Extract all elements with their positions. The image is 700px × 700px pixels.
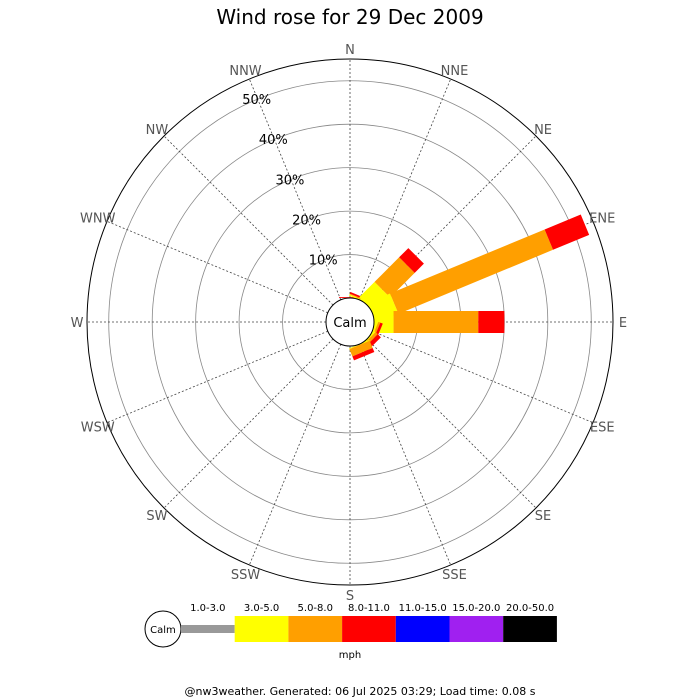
outer-ring <box>86 58 614 586</box>
direction-label-wsw: WSW <box>81 420 115 435</box>
bar-e-bin-3 <box>478 311 505 333</box>
direction-label-wnw: WNW <box>80 212 116 227</box>
calm-label: Calm <box>333 316 366 331</box>
direction-label-w: W <box>71 316 84 331</box>
direction-label-nnw: NNW <box>229 64 261 79</box>
percent-label: 20% <box>292 214 321 229</box>
direction-label-n: N <box>345 43 355 58</box>
legend-units: mph <box>339 650 361 661</box>
bar-ene-bin-3 <box>544 214 590 250</box>
direction-label-ese: ESE <box>590 420 615 435</box>
direction-label-sse: SSE <box>442 568 467 583</box>
speed-legend: Calm mph 1.0-3.0 3.0-5.0 5.0-8.0 8.0-11.0 11… <box>144 603 557 661</box>
percent-label: 50% <box>242 93 271 108</box>
percent-label: 30% <box>275 173 304 188</box>
direction-label-nw: NW <box>146 123 169 138</box>
percent-label: 40% <box>259 133 288 148</box>
footer-text: @nw3weather. Generated: 06 Jul 2025 03:2… <box>185 685 536 698</box>
bar-sse-bin-3 <box>352 347 375 361</box>
legend-label-0: 1.0-3.0 <box>190 603 225 614</box>
direction-label-e: E <box>619 316 627 331</box>
legend-label-5: 15.0-20.0 <box>452 603 500 614</box>
percent-labels: 10% 20% 30% 40% 50% <box>242 93 337 269</box>
direction-label-nne: NNE <box>441 64 469 79</box>
legend-swatch-6 <box>503 616 557 642</box>
bar-ne-bin-3 <box>399 248 424 273</box>
direction-label-ne: NE <box>534 123 552 138</box>
direction-label-se: SE <box>535 509 551 524</box>
legend-label-3: 8.0-11.0 <box>348 603 390 614</box>
legend-label-2: 5.0-8.0 <box>298 603 333 614</box>
legend-swatch-5 <box>449 616 504 642</box>
percent-label: 10% <box>309 254 338 269</box>
direction-label-sw: SW <box>146 509 167 524</box>
bar-e-bin-2 <box>393 311 479 333</box>
legend-swatch-4 <box>395 616 450 642</box>
legend-swatch-1 <box>234 616 289 642</box>
chart-title: Wind rose for 29 Dec 2009 <box>216 5 483 29</box>
direction-labels: N NNE NE ENE E ESE SE SSE S SSW SW WSW W WNW NW NNW <box>71 43 628 604</box>
legend-label-1: 3.0-5.0 <box>244 603 279 614</box>
direction-label-ssw: SSW <box>231 568 261 583</box>
legend-label-6: 20.0-50.0 <box>506 603 554 614</box>
direction-label-ene: ENE <box>589 212 615 227</box>
legend-swatch-3 <box>342 616 396 642</box>
bar-ne-bin-2 <box>374 257 415 298</box>
legend-label-4: 11.0-15.0 <box>399 603 447 614</box>
legend-swatch-0 <box>181 625 235 633</box>
direction-label-s: S <box>346 589 354 604</box>
legend-calm-label: Calm <box>150 625 176 636</box>
bar-sse-bin-2 <box>349 340 373 357</box>
wind-bars <box>339 214 590 361</box>
legend-swatch-2 <box>288 616 343 642</box>
calm-circle: Calm <box>325 297 375 347</box>
bar-ene-bin-2 <box>390 229 554 314</box>
